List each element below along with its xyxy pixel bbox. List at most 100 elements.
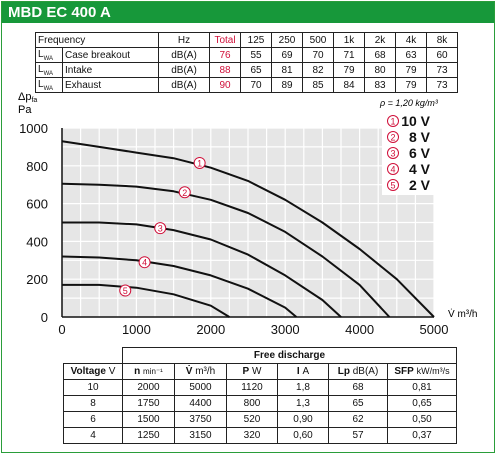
legend-marker: 3	[390, 149, 395, 159]
fan-curve-2	[61, 182, 391, 318]
legend-marker-circle	[387, 115, 399, 127]
sfp-header: SFP kW/m³/s	[387, 363, 457, 380]
row-value: 70	[240, 77, 272, 93]
row-value: 65	[240, 62, 272, 78]
power-cell: 320	[226, 427, 278, 444]
y-tick-label: 200	[26, 272, 48, 287]
row-unit: dB(A)	[158, 77, 210, 93]
legend: 1 10 V 2 8 V 3 6 V 4 4 V 5 2 V	[382, 113, 434, 195]
row-name: Intake	[62, 62, 159, 78]
lp-cell: 65	[328, 395, 388, 412]
curve-marker-circle	[193, 156, 206, 169]
frequency-label: Frequency	[35, 32, 159, 48]
sound-table-header-row: Frequency Hz Total 125 250 500 1k 2k 4k …	[35, 32, 458, 48]
row-value: 63	[395, 47, 427, 63]
band-label: 500	[302, 32, 334, 48]
curves: 1 2 3 4 5	[61, 140, 435, 318]
row-value: 55	[240, 47, 272, 63]
band-label: 8k	[426, 32, 458, 48]
current-cell: 0,90	[277, 411, 329, 428]
curve-marker-circle	[178, 186, 191, 199]
speed-cell: 1250	[122, 427, 175, 444]
legend-marker: 2	[390, 133, 395, 143]
row-unit: dB(A)	[158, 62, 210, 78]
row-value: 85	[302, 77, 334, 93]
band-label: 125	[240, 32, 272, 48]
speed-header: n min⁻¹	[122, 363, 175, 380]
speed-cell: 2000	[122, 379, 175, 396]
sound-table-row: LWA Case breakout dB(A) 76 55 69 70 71 6…	[35, 47, 458, 63]
curve-marker-label: 5	[123, 286, 128, 296]
perf-title-row: Free discharge	[64, 347, 457, 364]
row-name: Case breakout	[62, 47, 159, 63]
power-cell: 800	[226, 395, 278, 412]
row-total: 90	[209, 77, 241, 93]
row-value: 73	[426, 77, 458, 93]
current-cell: 0,60	[277, 427, 329, 444]
legend-label: 10 V	[401, 113, 430, 129]
band-label: 1k	[333, 32, 365, 48]
hz-label: Hz	[158, 32, 210, 48]
row-value: 69	[271, 47, 303, 63]
y-tick-label: 0	[41, 310, 48, 325]
flow-cell: 3150	[174, 427, 227, 444]
row-value: 68	[364, 47, 396, 63]
legend-marker: 5	[390, 181, 395, 191]
y-tick-label: 1000	[19, 121, 48, 136]
x-tick-label: 3000	[271, 322, 300, 337]
curve-marker-circle	[119, 284, 132, 297]
fan-curve-4	[61, 255, 298, 318]
fan-curve-chart: 1 2 3 4 5 0 1000 2000 3000 4000 5000 0 200 400 600 800…	[18, 91, 477, 337]
flow-header: V̇ m³/h	[174, 363, 227, 380]
x-axis-label: V̇ m³/h	[448, 307, 477, 320]
power-cell: 1120	[226, 379, 278, 396]
curve-marker-label: 4	[142, 258, 147, 268]
y-axis-label: Δpfa	[18, 91, 37, 104]
voltage-cell: 10	[63, 379, 123, 396]
row-value: 71	[333, 47, 365, 63]
axis-ticks: 0 1000 2000 3000 4000 5000 0 200 400 600 800 1000	[19, 121, 448, 337]
perf-row: 6 1500 3750 520 0,90 62 0,50	[63, 411, 457, 428]
curve-marker-label: 3	[158, 224, 163, 234]
x-tick-label: 5000	[420, 322, 449, 337]
voltage-cell: 8	[63, 395, 123, 412]
y-tick-label: 400	[26, 234, 48, 249]
sfp-cell: 0,37	[387, 427, 457, 444]
sound-power-table: Frequency Hz Total 125 250 500 1k 2k 4k …	[35, 32, 458, 93]
legend-marker-circle	[387, 179, 399, 191]
current-header: I A	[277, 363, 329, 380]
band-label: 4k	[395, 32, 427, 48]
row-value: 73	[426, 62, 458, 78]
legend-label: 8 V	[409, 129, 431, 145]
sfp-cell: 0,50	[387, 411, 457, 428]
sfp-cell: 0,65	[387, 395, 457, 412]
fan-curve-1	[61, 140, 435, 318]
sound-table-row: LWA Exhaust dB(A) 90 70 89 85 84 83 79 7…	[35, 77, 458, 93]
curve-marker-circle	[154, 222, 167, 235]
legend-label: 4 V	[409, 161, 431, 177]
flow-cell: 5000	[174, 379, 227, 396]
x-tick-label: 2000	[196, 322, 225, 337]
legend-label: 2 V	[409, 177, 431, 193]
legend-marker-circle	[387, 131, 399, 143]
x-tick-label: 1000	[122, 322, 151, 337]
lwa-label: LWA	[35, 47, 63, 63]
x-tick-label: 0	[58, 322, 65, 337]
voltage-cell: 4	[63, 427, 123, 444]
row-value: 80	[364, 62, 396, 78]
density-note: ρ = 1,20 kg/m³	[379, 98, 439, 108]
title-bar: MBD EC 400 A	[2, 2, 494, 23]
perf-row: 10 2000 5000 1120 1,8 68 0,81	[63, 379, 457, 396]
band-label: 2k	[364, 32, 396, 48]
row-value: 81	[271, 62, 303, 78]
lp-header: Lp dB(A)	[328, 363, 388, 380]
flow-cell: 3750	[174, 411, 227, 428]
legend-label: 6 V	[409, 145, 431, 161]
product-title: MBD EC 400 A	[8, 4, 111, 21]
free-discharge-header: Free discharge	[122, 347, 457, 364]
curve-marker-circle	[138, 256, 151, 269]
row-value: 70	[302, 47, 334, 63]
row-value: 79	[395, 62, 427, 78]
row-value: 79	[333, 62, 365, 78]
perf-row: 8 1750 4400 800 1,3 65 0,65	[63, 395, 457, 412]
